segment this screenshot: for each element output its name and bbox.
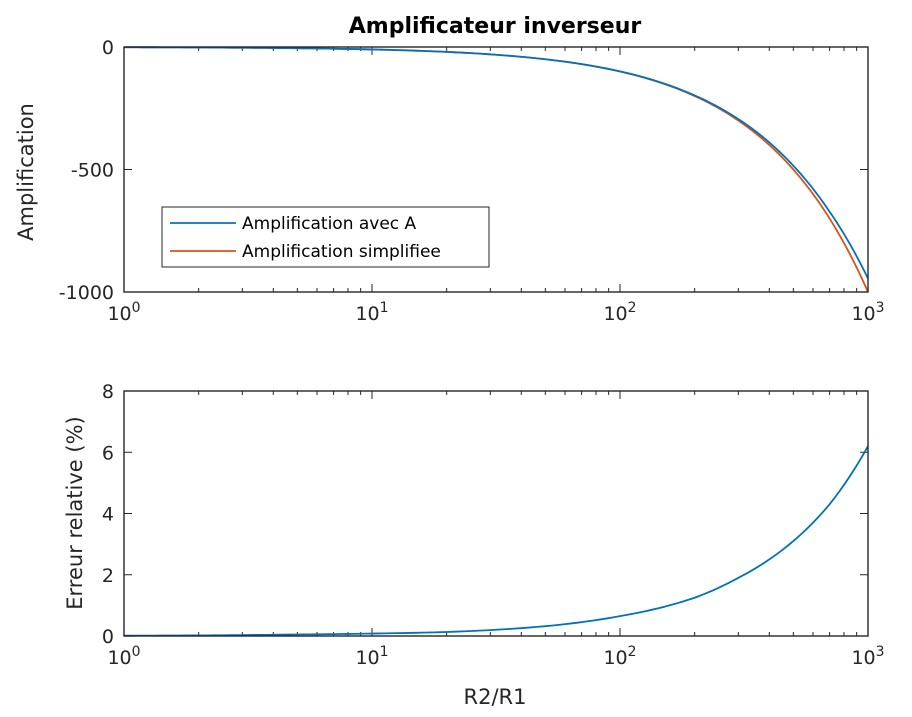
series-line-erreur-relative [123, 445, 869, 637]
top-x-tick-label: 101 [355, 300, 388, 325]
bottom-axes: 100 101 102 103 0 2 4 6 8 Erreur relative (%) R2… [63, 381, 885, 709]
series-line-amplification-avec-a [123, 46, 869, 279]
bottom-axes-lines [123, 445, 869, 637]
bottom-axes-ticks: 100 101 102 103 0 2 4 6 8 [102, 381, 885, 669]
legend: Amplification avec A Amplification simpl… [161, 206, 490, 268]
bottom-x-tick-label: 100 [107, 644, 140, 669]
bottom-x-axis-label: R2/R1 [464, 685, 527, 709]
bottom-y-axis-label: Erreur relative (%) [63, 416, 87, 609]
bottom-y-tick-label: 0 [102, 626, 114, 648]
bottom-x-tick-label: 101 [355, 644, 388, 669]
top-axes-frame [123, 46, 869, 293]
top-x-tick-label: 102 [603, 300, 636, 325]
top-axes: Amplificateur inverseur 100 101 102 103 0 -50… [14, 14, 885, 325]
top-y-tick-label: -1000 [59, 282, 114, 304]
legend-box [161, 206, 490, 268]
bottom-y-tick-label: 8 [102, 381, 114, 403]
top-x-tick-label: 100 [107, 300, 140, 325]
top-axes-lines [123, 46, 869, 293]
top-x-tick-label: 103 [851, 300, 884, 325]
bottom-x-tick-label: 103 [851, 644, 884, 669]
legend-label-amplification-simplifiee: Amplification simplifiee [242, 242, 441, 262]
top-y-axis-label: Amplification [14, 103, 38, 241]
chart-title: Amplificateur inverseur [349, 14, 642, 39]
top-y-tick-label: -500 [71, 160, 114, 182]
legend-label-amplification-avec-a: Amplification avec A [242, 214, 417, 234]
bottom-y-tick-label: 6 [102, 442, 114, 464]
bottom-x-tick-label: 102 [603, 644, 636, 669]
bottom-y-tick-label: 2 [102, 565, 114, 587]
bottom-axes-frame [123, 390, 869, 637]
top-y-tick-label: 0 [102, 37, 114, 59]
bottom-y-tick-label: 4 [102, 504, 114, 526]
top-axes-ticks: 100 101 102 103 0 -500 -1000 [59, 37, 885, 325]
